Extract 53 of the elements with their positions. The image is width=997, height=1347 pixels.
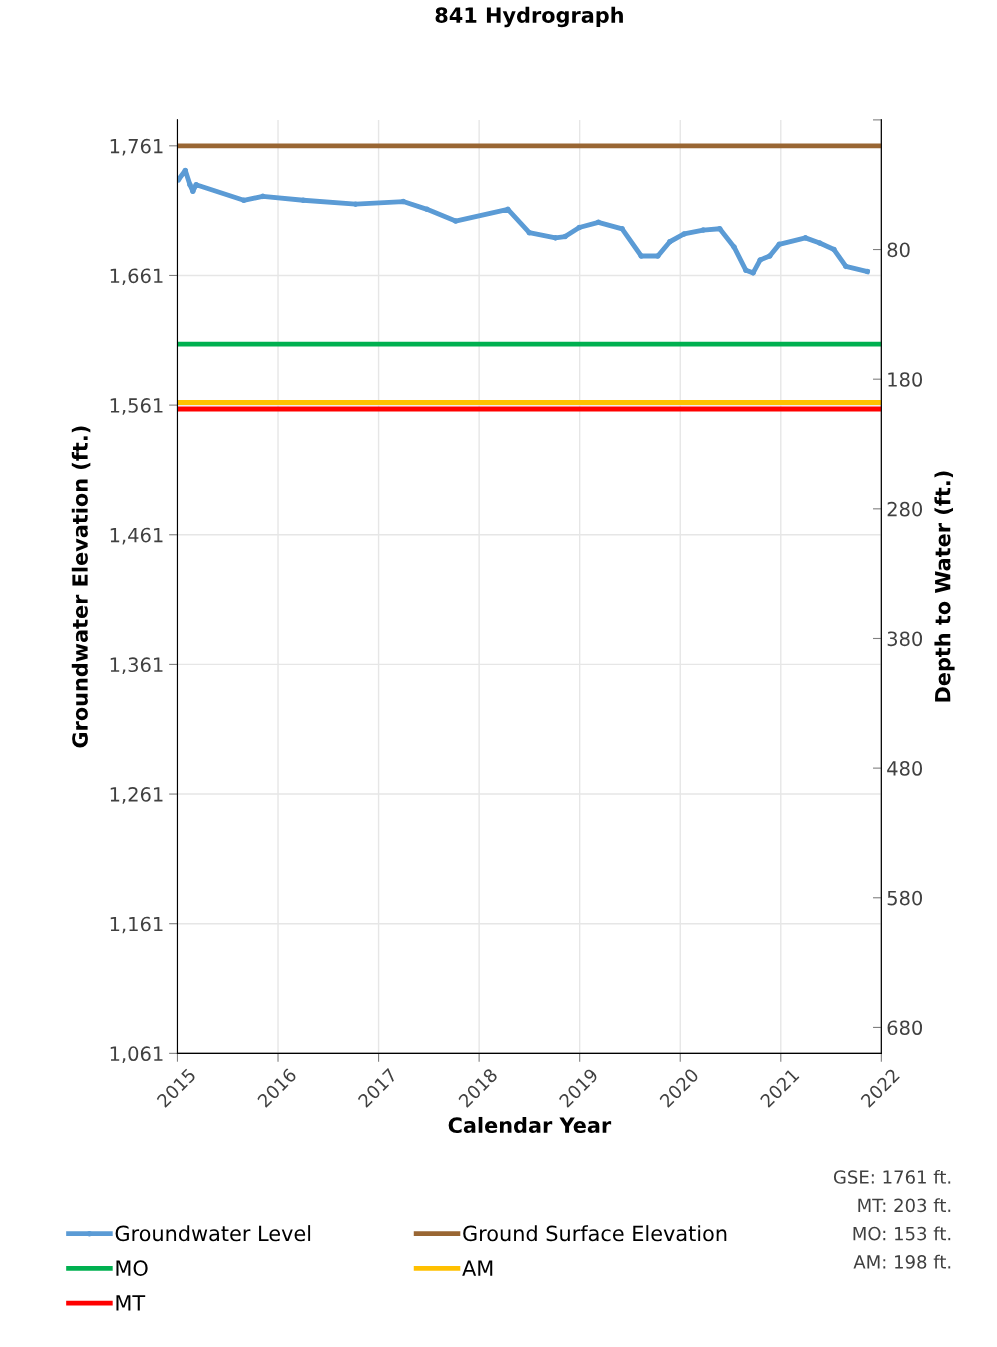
y-tick-label: 1,061 (110, 1046, 163, 1063)
y-tick-label: 1,361 (110, 657, 163, 675)
y-tick-label: 1,461 (110, 527, 163, 545)
point (831, 246, 837, 253)
text: MT: 203 ft. (858, 1198, 951, 1213)
legend-label: MT (116, 1295, 146, 1311)
point (562, 233, 568, 240)
y2-tick-label: 180 (888, 372, 923, 387)
y2-tick-label: 580 (887, 890, 923, 906)
point (802, 235, 809, 241)
point (667, 238, 673, 245)
point (619, 226, 625, 232)
y2-tick-label: 680 (887, 1020, 923, 1036)
y2-axis-title: Depth to Water (ft.) (934, 471, 955, 702)
y2-tick-label: 280 (887, 501, 923, 517)
point (731, 244, 737, 250)
point (187, 181, 193, 188)
y-axis-title: Groundwater Elevation (ft.) (71, 426, 91, 748)
point (766, 253, 773, 259)
point (260, 193, 266, 200)
chart-title: 841 Hydrograph (435, 6, 623, 28)
legend-label: Groundwater Level (115, 1225, 311, 1242)
point (400, 198, 406, 205)
point (816, 240, 823, 246)
y-tick-label: 1,761 (110, 138, 163, 156)
point (576, 224, 583, 231)
text: AM: 198 ft. (853, 1254, 951, 1269)
y-tick-label: 1,661 (110, 268, 163, 286)
point (655, 253, 661, 259)
y2-tick-label: 80 (887, 242, 910, 258)
y2-tick-label: 480 (887, 761, 923, 776)
text: GSE: 1761 ft. (833, 1169, 951, 1184)
point (843, 263, 849, 270)
y-tick-label: 1,261 (110, 787, 163, 804)
y-tick-label: 1,161 (110, 916, 163, 934)
point (240, 197, 247, 204)
x-axis-title: Calendar Year (448, 1116, 612, 1134)
point (757, 257, 763, 263)
point (700, 227, 706, 233)
point (716, 226, 723, 232)
point (776, 241, 782, 248)
point (526, 229, 533, 236)
point (743, 267, 749, 274)
legend-label: Ground Surface Elevation (463, 1225, 727, 1242)
y2-tick-label: 380 (887, 631, 923, 647)
point (424, 206, 430, 213)
y-tick-label: 1,561 (110, 398, 163, 415)
point (681, 231, 687, 237)
legend-label: MO (116, 1260, 148, 1276)
point (452, 218, 459, 224)
text: MO: 153 ft. (853, 1226, 951, 1241)
point (864, 268, 871, 275)
legend-label: AM (462, 1260, 493, 1276)
